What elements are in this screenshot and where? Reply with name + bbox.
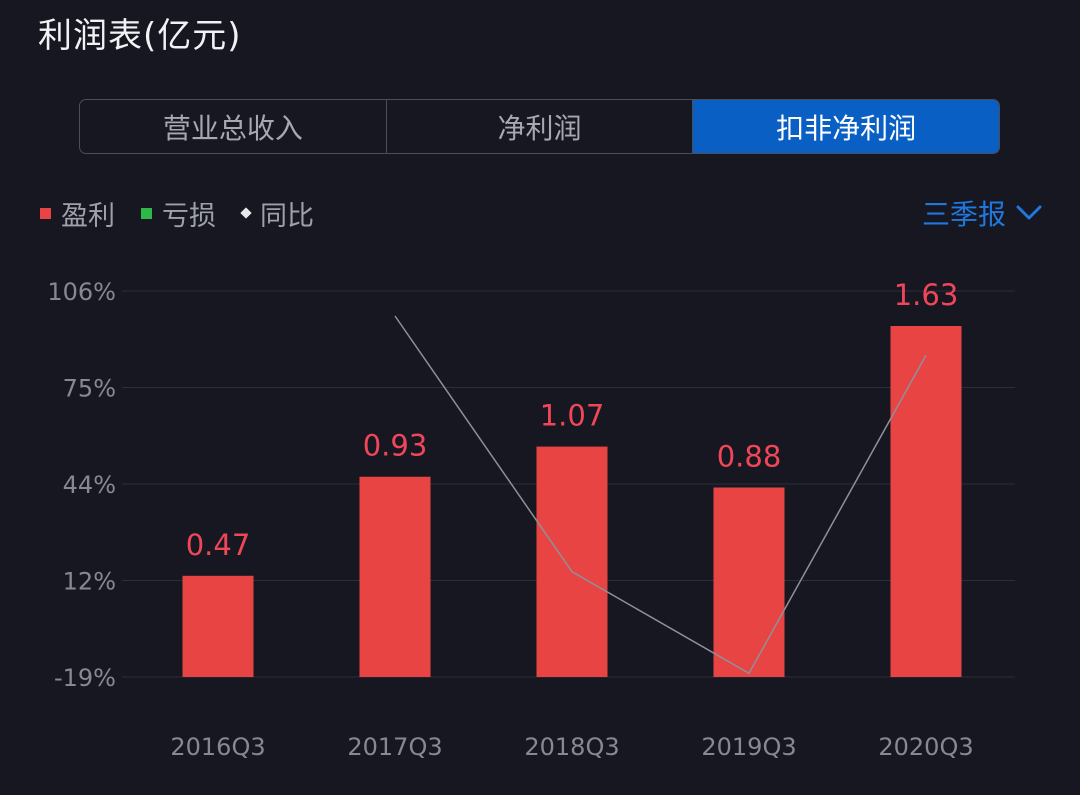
- bar: [890, 326, 962, 677]
- tab-deducted-net-profit[interactable]: 扣非净利润: [692, 100, 999, 153]
- chevron-down-icon: [1016, 205, 1042, 220]
- bar: [536, 446, 608, 677]
- yoy-line: [394, 315, 927, 675]
- x-tick-label: 2019Q3: [701, 733, 796, 761]
- bar-value-label: 1.07: [540, 399, 605, 433]
- bar: [713, 487, 785, 677]
- legend-item-yoy[interactable]: 同比: [240, 194, 314, 233]
- y-tick-label: -19%: [54, 664, 116, 692]
- y-tick-label: 106%: [47, 278, 116, 306]
- legend-item-loss[interactable]: 亏损: [141, 194, 216, 233]
- bar-value-label: 0.93: [363, 429, 428, 463]
- bar: [182, 575, 254, 677]
- y-tick-label: 12%: [63, 568, 116, 596]
- legend-label-loss: 亏损: [162, 200, 216, 232]
- tab-total-revenue[interactable]: 营业总收入: [162, 111, 303, 145]
- loss-swatch-icon: [141, 207, 152, 219]
- chart-legend: 盈利 亏损 同比: [40, 194, 340, 233]
- y-tick-label: 75%: [63, 375, 116, 403]
- bar-value-label: 0.47: [186, 528, 251, 562]
- x-tick-label: 2020Q3: [878, 733, 973, 761]
- x-tick-label: 2016Q3: [170, 733, 265, 761]
- tab-net-profit[interactable]: 净利润: [385, 100, 693, 153]
- bar-value-label: 0.88: [717, 440, 782, 474]
- bar-value-label: 1.63: [894, 278, 959, 312]
- bar: [359, 476, 431, 677]
- page-title: 利润表(亿元): [38, 16, 242, 56]
- period-select[interactable]: 三季报: [922, 194, 1042, 232]
- x-tick-label: 2018Q3: [524, 733, 619, 761]
- y-tick-label: 44%: [63, 471, 116, 499]
- profit-swatch-icon: [40, 207, 51, 219]
- x-tick-label: 2017Q3: [347, 733, 442, 761]
- legend-item-profit[interactable]: 盈利: [40, 194, 115, 233]
- metric-tabs: 营业总收入 净利润 扣非净利润: [79, 99, 1000, 154]
- period-select-label: 三季报: [921, 198, 1006, 231]
- legend-label-yoy: 同比: [260, 200, 314, 232]
- legend-label-profit: 盈利: [61, 200, 115, 232]
